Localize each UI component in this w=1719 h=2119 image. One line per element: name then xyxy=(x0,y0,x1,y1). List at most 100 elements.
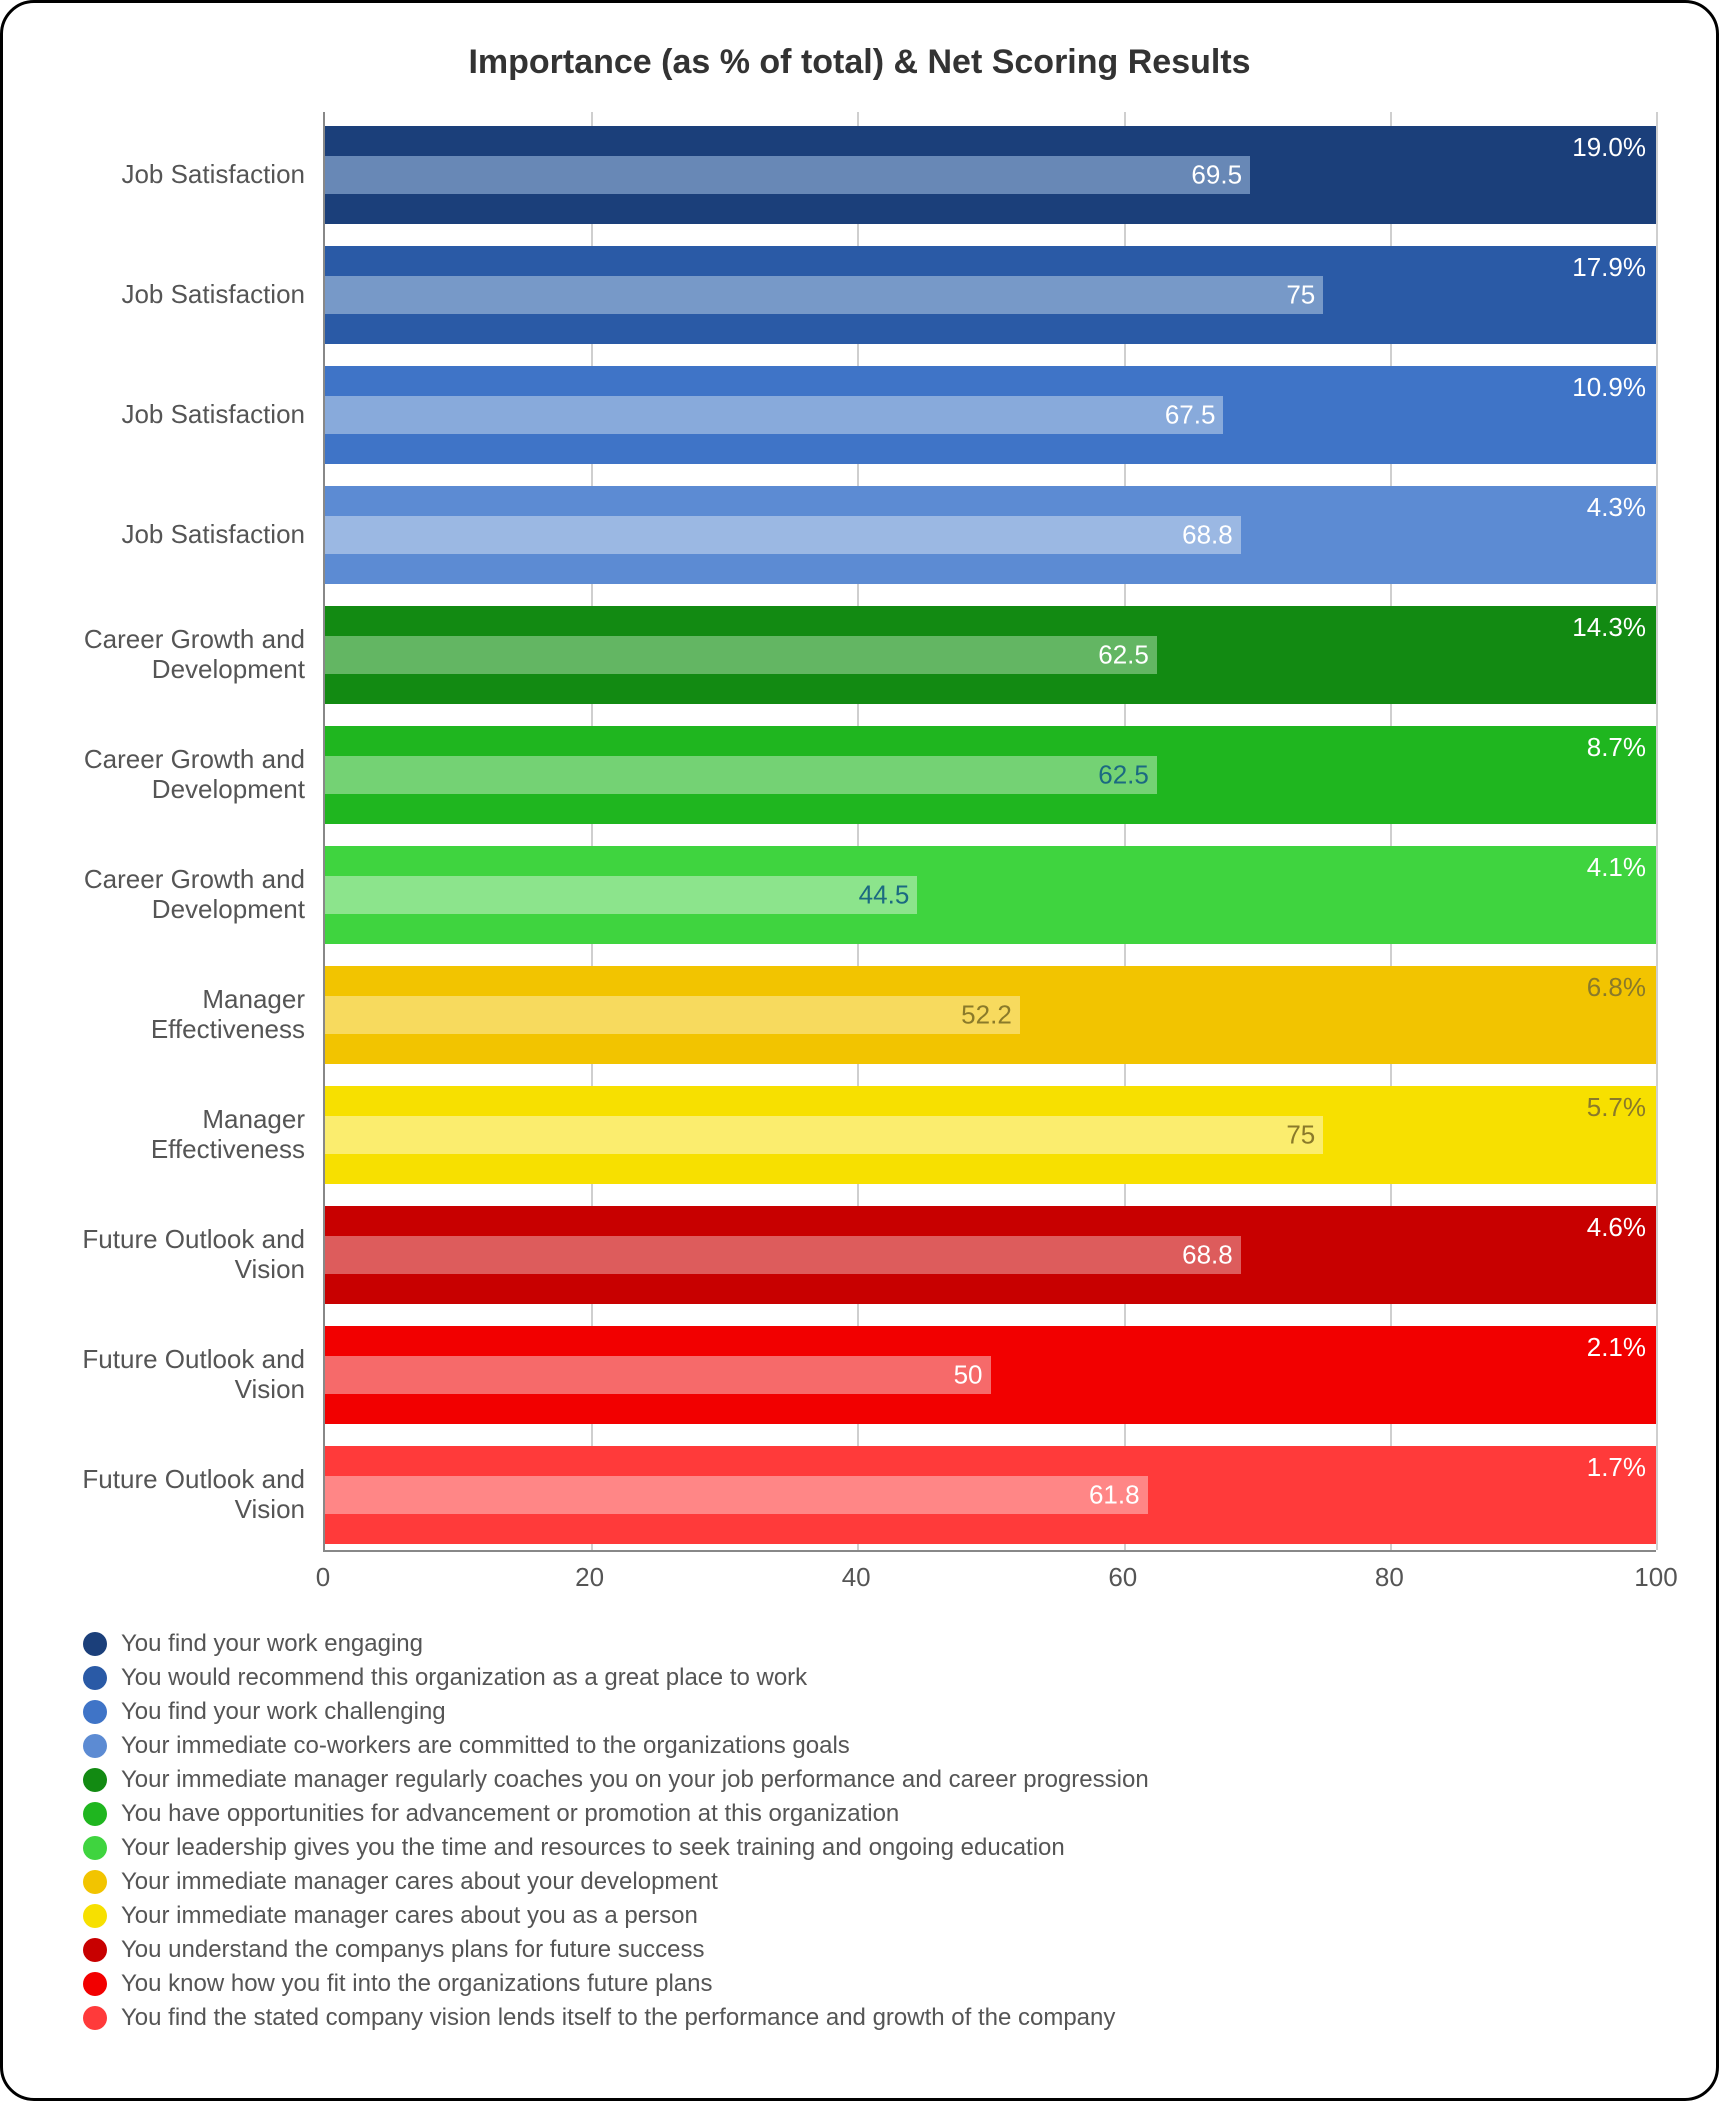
legend-item: Your immediate manager cares about you a… xyxy=(83,1902,1656,1930)
net-score-bar: 75 xyxy=(325,276,1323,313)
legend-item: You would recommend this organization as… xyxy=(83,1664,1656,1692)
net-score-label: 62.5 xyxy=(1098,759,1149,790)
importance-pct-label: 4.1% xyxy=(1587,852,1646,883)
category-label-text: Manager Effectiveness xyxy=(63,1105,305,1165)
category-label: Manager Effectiveness xyxy=(63,966,323,1064)
net-score-label: 67.5 xyxy=(1165,399,1216,430)
category-label: Manager Effectiveness xyxy=(63,1086,323,1184)
category-label: Future Outlook and Vision xyxy=(63,1446,323,1544)
net-score-label: 75 xyxy=(1286,1119,1315,1150)
x-tick-label: 0 xyxy=(316,1562,330,1593)
chart-card: Importance (as % of total) & Net Scoring… xyxy=(0,0,1719,2101)
category-label-text: Job Satisfaction xyxy=(121,400,305,430)
importance-pct-label: 4.3% xyxy=(1587,492,1646,523)
net-score-label: 44.5 xyxy=(859,879,910,910)
net-score-bar: 67.5 xyxy=(325,396,1223,433)
net-score-bar: 44.5 xyxy=(325,876,917,913)
category-label-text: Career Growth and Development xyxy=(63,865,305,925)
x-tick-label: 40 xyxy=(842,1562,871,1593)
legend-item: You have opportunities for advancement o… xyxy=(83,1800,1656,1828)
net-score-bar: 68.8 xyxy=(325,1236,1241,1273)
x-tick-label: 80 xyxy=(1375,1562,1404,1593)
category-label: Future Outlook and Vision xyxy=(63,1206,323,1304)
legend-item: Your immediate co-workers are committed … xyxy=(83,1732,1656,1760)
category-label-text: Job Satisfaction xyxy=(121,160,305,190)
net-score-label: 68.8 xyxy=(1182,519,1233,550)
legend-swatch-icon xyxy=(83,1870,107,1894)
category-label: Career Growth and Development xyxy=(63,726,323,824)
x-axis: 020406080100 xyxy=(323,1552,1656,1602)
x-tick-label: 60 xyxy=(1108,1562,1137,1593)
category-label: Career Growth and Development xyxy=(63,846,323,944)
plot-wrap: 19.0%69.517.9%7510.9%67.54.3%68.814.3%62… xyxy=(323,112,1656,1602)
category-label: Job Satisfaction xyxy=(63,366,323,464)
legend-item: Your immediate manager regularly coaches… xyxy=(83,1766,1656,1794)
legend-item: You find your work engaging xyxy=(83,1630,1656,1658)
legend: You find your work engaging You would rec… xyxy=(63,1630,1656,2032)
legend-text: You find your work challenging xyxy=(121,1698,446,1726)
legend-text: You understand the companys plans for fu… xyxy=(121,1936,704,1964)
legend-swatch-icon xyxy=(83,1666,107,1690)
legend-swatch-icon xyxy=(83,1700,107,1724)
legend-item: You know how you fit into the organizati… xyxy=(83,1970,1656,1998)
legend-text: Your leadership gives you the time and r… xyxy=(121,1834,1065,1862)
legend-item: Your leadership gives you the time and r… xyxy=(83,1834,1656,1862)
net-score-bar: 62.5 xyxy=(325,636,1157,673)
legend-item: Your immediate manager cares about your … xyxy=(83,1868,1656,1896)
category-label-text: Future Outlook and Vision xyxy=(63,1345,305,1405)
category-label: Job Satisfaction xyxy=(63,246,323,344)
legend-item: You find your work challenging xyxy=(83,1698,1656,1726)
net-score-label: 61.8 xyxy=(1089,1479,1140,1510)
importance-pct-label: 6.8% xyxy=(1587,972,1646,1003)
importance-pct-label: 19.0% xyxy=(1572,132,1646,163)
legend-swatch-icon xyxy=(83,1972,107,1996)
x-tick-label: 20 xyxy=(575,1562,604,1593)
importance-pct-label: 1.7% xyxy=(1587,1452,1646,1483)
importance-pct-label: 10.9% xyxy=(1572,372,1646,403)
legend-swatch-icon xyxy=(83,1836,107,1860)
net-score-bar: 68.8 xyxy=(325,516,1241,553)
gridline xyxy=(1656,112,1658,1550)
legend-swatch-icon xyxy=(83,1768,107,1792)
importance-pct-label: 8.7% xyxy=(1587,732,1646,763)
legend-text: Your immediate manager cares about your … xyxy=(121,1868,718,1896)
importance-pct-label: 17.9% xyxy=(1572,252,1646,283)
legend-text: You have opportunities for advancement o… xyxy=(121,1800,899,1828)
category-label: Job Satisfaction xyxy=(63,126,323,224)
net-score-label: 62.5 xyxy=(1098,639,1149,670)
y-axis-labels: Job Satisfaction Job Satisfaction Job Sati… xyxy=(63,112,323,1550)
legend-swatch-icon xyxy=(83,1632,107,1656)
net-score-bar: 75 xyxy=(325,1116,1323,1153)
legend-text: Your immediate co-workers are committed … xyxy=(121,1732,850,1760)
legend-text: Your immediate manager cares about you a… xyxy=(121,1902,698,1930)
category-label-text: Job Satisfaction xyxy=(121,520,305,550)
legend-swatch-icon xyxy=(83,1802,107,1826)
chart-title: Importance (as % of total) & Net Scoring… xyxy=(63,43,1656,82)
legend-swatch-icon xyxy=(83,1904,107,1928)
net-score-bar: 61.8 xyxy=(325,1476,1148,1513)
legend-swatch-icon xyxy=(83,2006,107,2030)
chart-area: Job Satisfaction Job Satisfaction Job Sati… xyxy=(63,112,1656,1602)
category-label-text: Job Satisfaction xyxy=(121,280,305,310)
category-label: Job Satisfaction xyxy=(63,486,323,584)
category-label-text: Manager Effectiveness xyxy=(63,985,305,1045)
x-tick-label: 100 xyxy=(1634,1562,1677,1593)
net-score-bar: 69.5 xyxy=(325,156,1250,193)
legend-swatch-icon xyxy=(83,1938,107,1962)
legend-text: You know how you fit into the organizati… xyxy=(121,1970,713,1998)
net-score-bar: 52.2 xyxy=(325,996,1020,1033)
plot: 19.0%69.517.9%7510.9%67.54.3%68.814.3%62… xyxy=(323,112,1656,1552)
legend-swatch-icon xyxy=(83,1734,107,1758)
net-score-label: 68.8 xyxy=(1182,1239,1233,1270)
legend-item: You find the stated company vision lends… xyxy=(83,2004,1656,2032)
importance-pct-label: 2.1% xyxy=(1587,1332,1646,1363)
legend-text: Your immediate manager regularly coaches… xyxy=(121,1766,1149,1794)
legend-text: You find your work engaging xyxy=(121,1630,423,1658)
net-score-label: 75 xyxy=(1286,279,1315,310)
category-label-text: Career Growth and Development xyxy=(63,745,305,805)
net-score-bar: 62.5 xyxy=(325,756,1157,793)
legend-text: You would recommend this organization as… xyxy=(121,1664,807,1692)
net-score-label: 52.2 xyxy=(961,999,1012,1030)
importance-pct-label: 4.6% xyxy=(1587,1212,1646,1243)
net-score-label: 50 xyxy=(954,1359,983,1390)
